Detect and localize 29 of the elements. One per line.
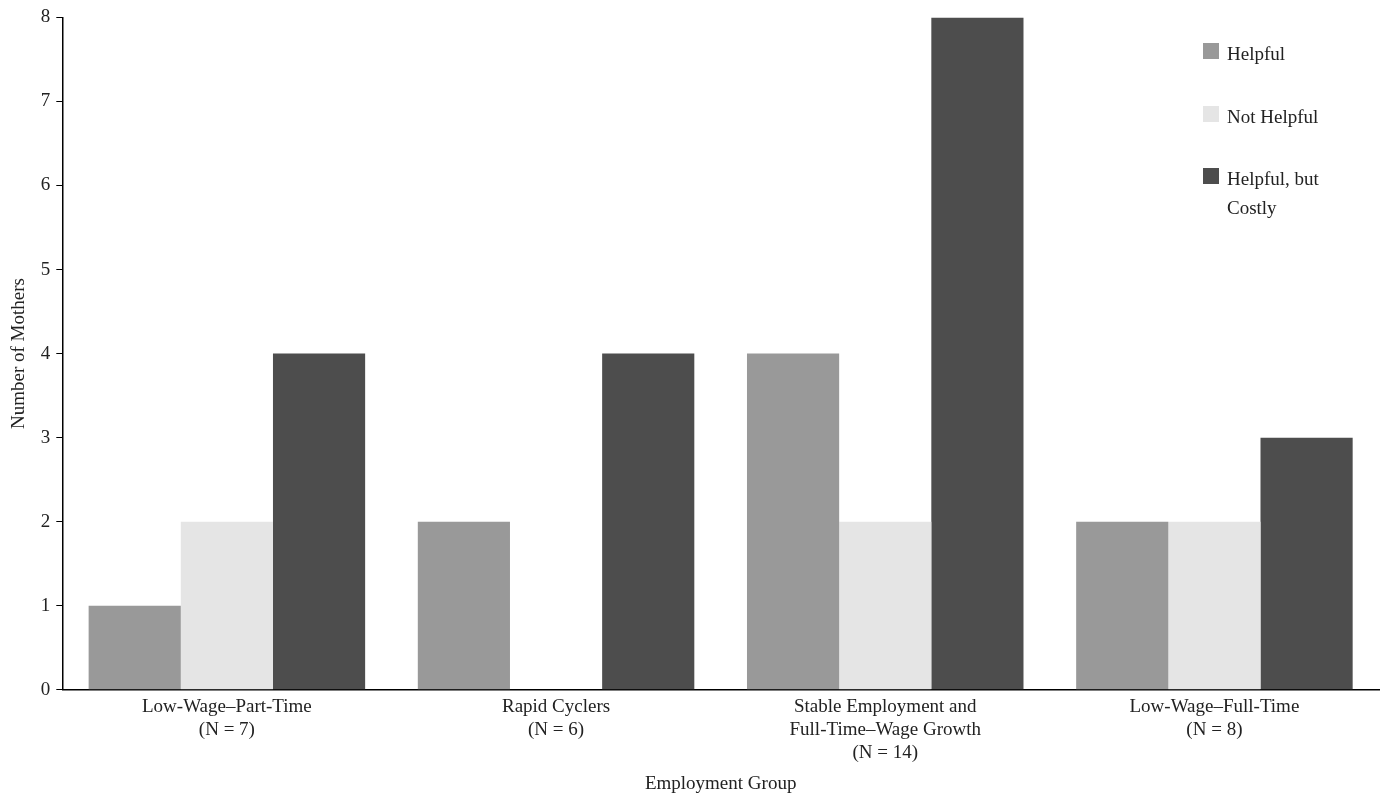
- bar: [1076, 521, 1169, 690]
- y-tick-label: 7: [40, 89, 51, 111]
- bar: [417, 521, 510, 690]
- bar: [272, 353, 366, 690]
- bar: [839, 521, 932, 690]
- x-axis-title: Employment Group: [644, 771, 797, 793]
- y-tick-label: 4: [40, 341, 51, 363]
- y-tick-label: 2: [40, 509, 51, 531]
- y-axis-title: Number of Mothers: [7, 278, 29, 430]
- bar: [180, 521, 273, 690]
- legend-label: Helpful, but Costly: [1227, 167, 1320, 220]
- x-tick-label: Rapid Cyclers (N = 6): [501, 695, 611, 740]
- y-tick-label: 8: [40, 5, 51, 27]
- y-tick-label: 0: [40, 677, 51, 699]
- legend-label: Not Helpful: [1227, 104, 1320, 129]
- x-tick-label: Low-Wage–Part-Time (N = 7): [141, 695, 312, 740]
- bar: [746, 353, 840, 690]
- bar: [602, 353, 695, 690]
- bar: [1168, 521, 1261, 690]
- y-tick-label: 6: [40, 173, 51, 195]
- bar: [931, 17, 1024, 690]
- legend-label: Helpful: [1227, 42, 1287, 66]
- y-tick-label: 5: [40, 257, 51, 279]
- bar: [1260, 437, 1353, 690]
- y-tick-label: 3: [40, 425, 51, 447]
- bar: [88, 605, 181, 690]
- y-tick-label: 1: [40, 593, 51, 615]
- x-tick-label: Low-Wage–Full-Time (N = 8): [1129, 695, 1300, 740]
- x-tick-label: Stable Employment and Full-Time–Wage Growth (N = 14): [789, 695, 982, 763]
